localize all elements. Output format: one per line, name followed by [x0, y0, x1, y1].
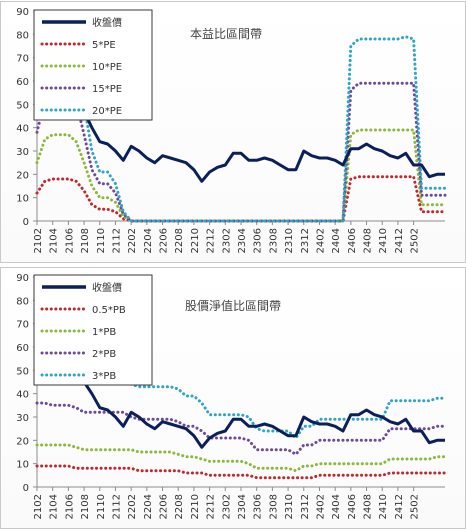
x-tick-label: 2212 — [206, 228, 217, 253]
x-tick-label: 2308 — [268, 228, 279, 253]
x-tick-label: 2202 — [127, 228, 138, 253]
x-tick-label: 2412 — [394, 494, 405, 519]
legend-box — [33, 274, 153, 386]
x-tick-label: 2110 — [96, 494, 107, 519]
x-tick-label: 2408 — [363, 494, 374, 519]
pe-band-chart: 0 10 20 30 40 50 60 70 80 90 2102 2104 2106 2108 2110 2… — [16, 7, 447, 253]
series-line-1pb — [35, 443, 447, 473]
x-tick-label: 2210 — [190, 228, 201, 253]
legend-label: 收盤價 — [92, 16, 122, 29]
x-tick-label: 2304 — [237, 494, 248, 519]
x-tick-label: 2206 — [159, 494, 170, 519]
chart-title: 股價淨值比區間帶 — [185, 298, 281, 313]
y-tick-label: 0 — [23, 483, 29, 494]
legend-label: 20*PE — [92, 106, 122, 117]
y-tick-label: 30 — [16, 147, 29, 158]
pe-band-chart-panel: 0 10 20 30 40 50 60 70 80 90 2102 2104 2106 2108 2110 2… — [0, 1, 466, 263]
x-tick-label: 2412 — [394, 228, 405, 253]
x-tick-label: 2202 — [127, 494, 138, 519]
x-tick-label: 2402 — [315, 228, 326, 253]
y-tick-label: 70 — [16, 320, 29, 331]
series-line-0.5pb — [35, 464, 447, 480]
legend: 收盤價 0.5*PB 1*PB 2*PB 3*PB — [33, 274, 153, 386]
y-tick-label: 70 — [16, 54, 29, 65]
series-line-5pe — [35, 175, 447, 223]
x-tick-label: 2104 — [49, 494, 60, 519]
x-tick-label: 2208 — [174, 494, 185, 519]
legend: 收盤價 5*PE 10*PE 15*PE 20*PE — [33, 9, 153, 121]
y-tick-label: 10 — [16, 194, 29, 205]
x-tick-label: 2402 — [315, 494, 326, 519]
x-tick-label: 2306 — [253, 494, 264, 519]
x-tick-label: 2310 — [284, 494, 295, 519]
x-tick-label: 2204 — [143, 228, 154, 253]
legend-label: 3*PB — [92, 371, 116, 382]
x-tick-label: 2204 — [143, 494, 154, 519]
x-tick-label: 2210 — [190, 494, 201, 519]
series-line-close-price — [36, 72, 445, 183]
y-tick-label: 80 — [16, 30, 29, 41]
y-tick-label: 90 — [16, 273, 29, 284]
x-tick-label: 2312 — [300, 494, 311, 519]
legend-label: 0.5*PB — [92, 305, 126, 316]
y-tick-label: 10 — [16, 460, 29, 471]
series-line-close-price — [36, 338, 445, 449]
y-tick-label: 20 — [16, 436, 29, 447]
y-tick-label: 50 — [16, 100, 29, 111]
x-tick-label: 2310 — [284, 228, 295, 253]
x-tick-label: 2212 — [206, 494, 217, 519]
y-tick-label: 0 — [23, 217, 29, 228]
y-tick-label: 40 — [16, 124, 29, 135]
y-tick-label: 20 — [16, 170, 29, 181]
x-tick-label: 2408 — [363, 228, 374, 253]
x-tick-label: 2312 — [300, 228, 311, 253]
y-tick-label: 50 — [16, 366, 29, 377]
x-tick-label: 2502 — [410, 494, 421, 519]
x-tick-label: 2112 — [111, 494, 122, 519]
x-tick-label: 2410 — [378, 228, 389, 253]
x-tick-label: 2104 — [49, 228, 60, 253]
x-tick-label: 2406 — [347, 228, 358, 253]
x-tick-label: 2308 — [268, 494, 279, 519]
y-tick-label: 60 — [16, 77, 29, 88]
legend-label: 2*PB — [92, 349, 116, 360]
x-tick-label: 2404 — [331, 494, 342, 519]
x-tick-label: 2306 — [253, 228, 264, 253]
y-tick-label: 80 — [16, 296, 29, 307]
x-tick-label: 2108 — [80, 228, 91, 253]
series-line-10pe — [35, 128, 447, 223]
y-tick-label: 40 — [16, 390, 29, 401]
chart-title: 本益比區間帶 — [190, 27, 262, 41]
x-tick-label: 2110 — [96, 228, 107, 253]
y-tick-label: 60 — [16, 343, 29, 354]
x-tick-label: 2304 — [237, 228, 248, 253]
x-tick-label: 2102 — [33, 228, 44, 253]
y-tick-label: 90 — [16, 7, 29, 18]
x-tick-label: 2108 — [80, 494, 91, 519]
legend-label: 10*PE — [92, 62, 122, 73]
legend-box — [33, 9, 153, 121]
x-tick-label: 2302 — [221, 228, 232, 253]
x-tick-label: 2112 — [111, 228, 122, 253]
x-tick-label: 2410 — [378, 494, 389, 519]
x-tick-label: 2106 — [64, 228, 75, 253]
x-tick-label: 2206 — [159, 228, 170, 253]
x-tick-label: 2302 — [221, 494, 232, 519]
y-tick-label: 30 — [16, 413, 29, 424]
x-tick-label: 2404 — [331, 228, 342, 253]
pb-band-chart-panel: 0 10 20 30 40 50 60 70 80 90 2102 2104 2106 2108 2110 2… — [0, 267, 466, 529]
x-tick-label: 2102 — [33, 494, 44, 519]
legend-label: 1*PB — [92, 327, 116, 338]
series-line-20pe — [35, 35, 447, 223]
x-tick-label: 2208 — [174, 228, 185, 253]
x-tick-label: 2502 — [410, 228, 421, 253]
pb-band-chart: 0 10 20 30 40 50 60 70 80 90 2102 2104 2106 2108 2110 2… — [16, 273, 447, 519]
series-line-2pb — [35, 401, 447, 456]
legend-label: 5*PE — [92, 40, 116, 51]
x-tick-label: 2106 — [64, 494, 75, 519]
x-tick-label: 2406 — [347, 494, 358, 519]
legend-label: 收盤價 — [92, 281, 122, 294]
legend-label: 15*PE — [92, 84, 122, 95]
